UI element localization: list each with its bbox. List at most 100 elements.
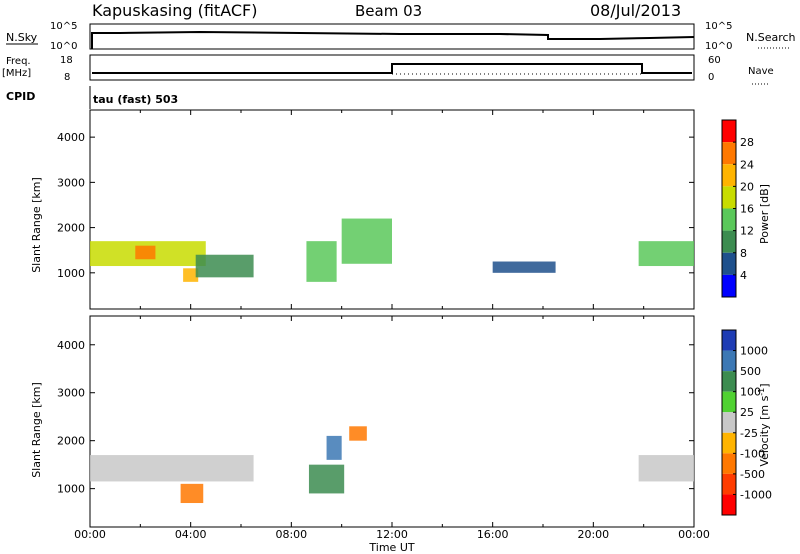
x-tick-label: 00:00 bbox=[678, 528, 710, 541]
colorbar-swatch bbox=[722, 142, 736, 165]
colorbar-swatch bbox=[722, 186, 736, 209]
velocity-ylabel: Slant Range [km] bbox=[30, 382, 43, 478]
colorbar-tick-label: 500 bbox=[740, 365, 761, 378]
velocity-colorbar-title: Velocity [m s-1] bbox=[757, 383, 771, 466]
heatmap-cell bbox=[135, 245, 156, 260]
y-tick-label: 4000 bbox=[57, 339, 85, 352]
y-tick-label: 3000 bbox=[57, 176, 85, 189]
colorbar-tick-label: 25 bbox=[740, 406, 754, 419]
time-axis: 00:00 04:00 08:00 12:00 16:00 20:00 00:00 bbox=[74, 528, 710, 541]
freq-panel bbox=[89, 54, 695, 81]
colorbar-swatch bbox=[722, 432, 736, 454]
x-tick-label: 12:00 bbox=[376, 528, 408, 541]
colorbar-tick-label: 1000 bbox=[740, 345, 768, 358]
heatmap-cell bbox=[638, 241, 694, 267]
power-panel bbox=[89, 109, 695, 310]
colorbar-swatch bbox=[722, 371, 736, 392]
colorbar-frame bbox=[721, 329, 737, 516]
cpid-label: CPID bbox=[6, 90, 35, 103]
velocity-heatmap bbox=[90, 426, 694, 504]
heatmap-cell bbox=[349, 426, 367, 441]
heatmap-cell bbox=[180, 483, 204, 504]
time-xlabel: Time UT bbox=[368, 541, 414, 554]
x-tick-label: 20:00 bbox=[577, 528, 609, 541]
power-colorbar: 28 24 20 16 12 8 4 bbox=[721, 119, 754, 298]
nsearch-top-tick: 10^5 bbox=[705, 21, 732, 32]
power-colorbar-title: Power [dB] bbox=[758, 184, 771, 244]
x-tick-label: 04:00 bbox=[175, 528, 207, 541]
nave-top-tick: 60 bbox=[708, 55, 721, 66]
colorbar-swatch bbox=[722, 120, 736, 143]
colorbar-swatch bbox=[722, 252, 736, 275]
power-heatmap bbox=[90, 218, 694, 282]
power-ylabel: Slant Range [km] bbox=[30, 177, 43, 273]
heatmap-cell bbox=[183, 268, 199, 282]
heatmap-cell bbox=[341, 218, 392, 264]
colorbar-tick-label: 28 bbox=[740, 136, 754, 149]
colorbar-swatch bbox=[722, 274, 736, 297]
colorbar-swatch bbox=[722, 494, 736, 515]
freq-trace bbox=[92, 63, 692, 74]
nave-bottom-tick: 0 bbox=[708, 72, 714, 83]
colorbar-tick-label: 16 bbox=[740, 203, 754, 216]
y-tick-label: 4000 bbox=[57, 131, 85, 144]
colorbar-tick-label: 100 bbox=[740, 386, 761, 399]
freq-bottom-tick: 8 bbox=[64, 72, 70, 83]
date-title: 08/Jul/2013 bbox=[590, 1, 681, 20]
freq-top-tick: 18 bbox=[60, 55, 73, 66]
colorbar-swatch bbox=[722, 330, 736, 351]
nsky-top-tick: 10^5 bbox=[50, 21, 77, 32]
colorbar-swatch bbox=[722, 208, 736, 231]
colorbar-swatch bbox=[722, 412, 736, 433]
y-tick-label: 2000 bbox=[57, 435, 85, 448]
colorbar-tick-label: -1000 bbox=[740, 488, 772, 501]
colorbar-tick-label: -500 bbox=[740, 468, 765, 481]
colorbar-swatch bbox=[722, 230, 736, 253]
heatmap-cell bbox=[195, 254, 254, 278]
station-title: Kapuskasing (fitACF) bbox=[92, 1, 257, 20]
colorbar-tick-label: 20 bbox=[740, 180, 754, 193]
colorbar-tick-label: 4 bbox=[740, 269, 747, 282]
velocity-axes: 1000 2000 3000 4000 bbox=[57, 316, 695, 527]
nsearch-label: N.Search bbox=[746, 31, 796, 44]
heatmap-cell bbox=[306, 241, 337, 282]
velocity-colorbar-title-end: ] bbox=[758, 383, 771, 387]
colorbar-swatch bbox=[722, 164, 736, 187]
nave-label: Nave bbox=[748, 66, 774, 77]
nsky-label: N.Sky bbox=[6, 31, 38, 44]
colorbar-swatch bbox=[722, 391, 736, 413]
y-tick-label: 1000 bbox=[57, 483, 85, 496]
colorbar-swatch bbox=[722, 473, 736, 495]
heatmap-cell bbox=[308, 464, 345, 494]
freq-label: Freq. bbox=[6, 56, 31, 67]
heatmap-cell bbox=[492, 261, 556, 273]
y-tick-label: 1000 bbox=[57, 267, 85, 280]
freq-unit-label: [MHz] bbox=[2, 68, 31, 79]
colorbar-swatch bbox=[722, 453, 736, 474]
nsearch-bottom-tick: 10^0 bbox=[705, 41, 732, 52]
beam-title: Beam 03 bbox=[355, 2, 422, 20]
x-tick-label: 16:00 bbox=[477, 528, 509, 541]
nsky-bottom-tick: 10^0 bbox=[50, 41, 77, 52]
colorbar-tick-label: -100 bbox=[740, 447, 765, 460]
colorbar-tick-label: 24 bbox=[740, 158, 754, 171]
x-tick-label: 08:00 bbox=[275, 528, 307, 541]
colorbar-tick-label: 8 bbox=[740, 247, 747, 260]
heatmap-cell bbox=[326, 435, 342, 460]
x-tick-label: 00:00 bbox=[74, 528, 106, 541]
cpid-text: tau (fast) 503 bbox=[93, 93, 178, 106]
velocity-colorbar-title-sup: -1 bbox=[757, 388, 766, 396]
nsky-panel bbox=[89, 23, 695, 50]
nsky-trace bbox=[91, 30, 695, 49]
colorbar-tick-label: -25 bbox=[740, 427, 758, 440]
heatmap-cell bbox=[90, 455, 254, 482]
power-axes: 1000 2000 3000 4000 bbox=[57, 110, 695, 309]
y-tick-label: 3000 bbox=[57, 387, 85, 400]
velocity-colorbar-title-main: Velocity [m s bbox=[758, 395, 771, 466]
velocity-colorbar: 1000 500 100 25 -25 -100 -500 -1000 bbox=[721, 329, 772, 516]
heatmap-cell bbox=[638, 455, 694, 482]
colorbar-swatch bbox=[722, 350, 736, 372]
y-tick-label: 2000 bbox=[57, 222, 85, 235]
colorbar-tick-label: 12 bbox=[740, 225, 754, 238]
